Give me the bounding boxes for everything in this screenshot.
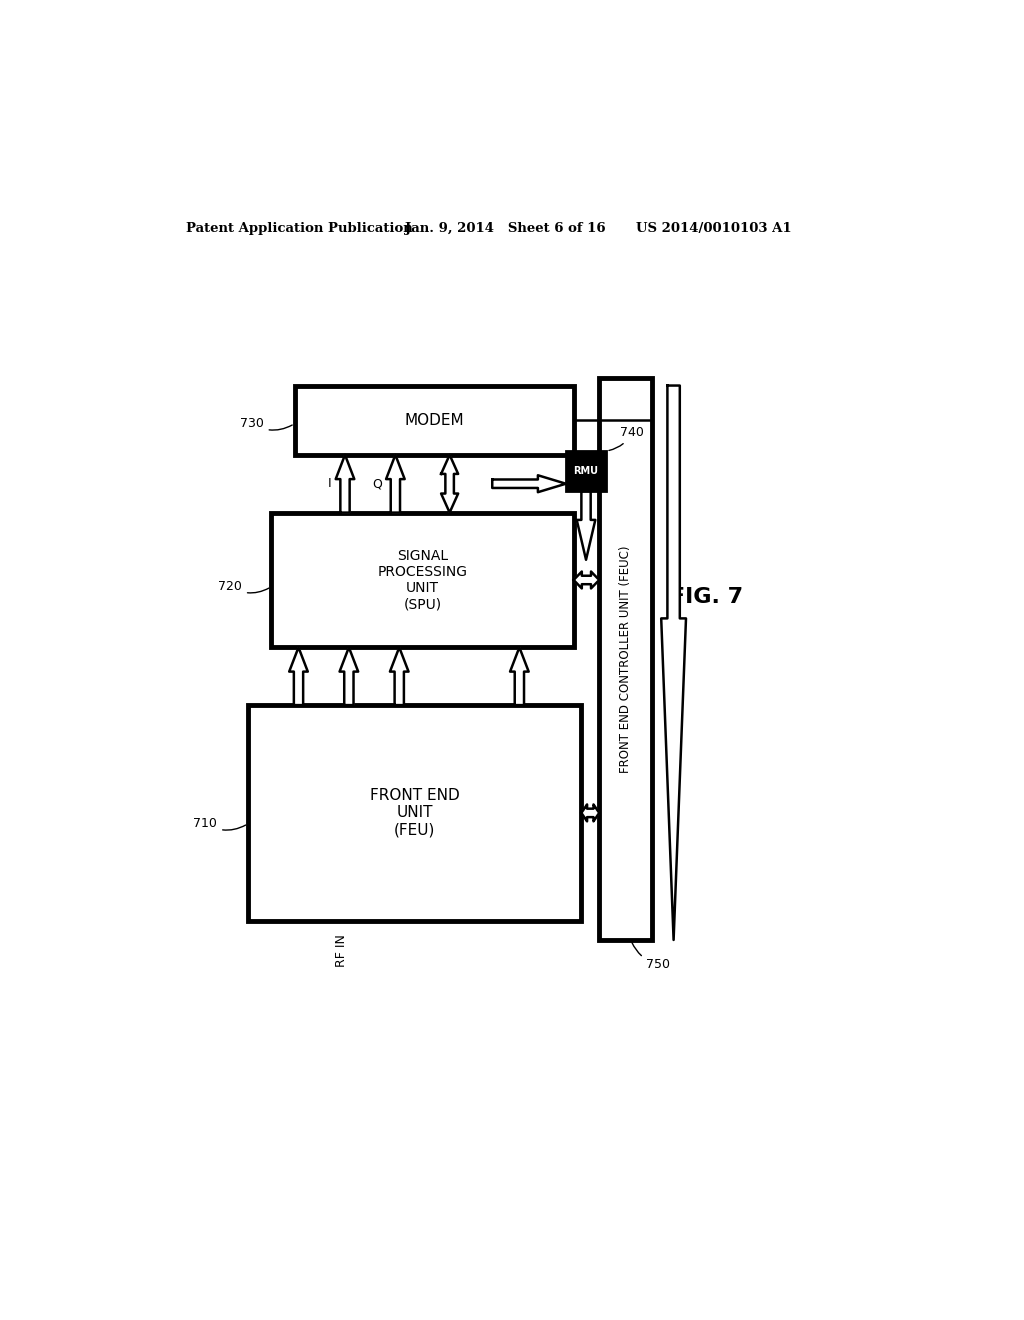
Text: FRONT END CONTROLLER UNIT (FEUC): FRONT END CONTROLLER UNIT (FEUC) xyxy=(620,545,632,772)
Bar xyxy=(599,378,652,940)
Polygon shape xyxy=(336,455,354,512)
Polygon shape xyxy=(386,455,404,512)
Polygon shape xyxy=(441,455,458,512)
Polygon shape xyxy=(390,647,409,705)
Text: RF IN: RF IN xyxy=(335,935,348,968)
Bar xyxy=(566,451,606,491)
Text: Patent Application Publication: Patent Application Publication xyxy=(186,222,413,235)
Polygon shape xyxy=(577,491,595,560)
Polygon shape xyxy=(510,647,528,705)
Text: Jan. 9, 2014   Sheet 6 of 16: Jan. 9, 2014 Sheet 6 of 16 xyxy=(406,222,606,235)
Text: US 2014/0010103 A1: US 2014/0010103 A1 xyxy=(636,222,792,235)
Text: 730: 730 xyxy=(240,417,292,430)
Polygon shape xyxy=(289,647,308,705)
Text: 750: 750 xyxy=(632,942,671,972)
Polygon shape xyxy=(662,385,686,940)
Text: SIGNAL
PROCESSING
UNIT
(SPU): SIGNAL PROCESSING UNIT (SPU) xyxy=(378,549,468,611)
Polygon shape xyxy=(573,572,599,589)
Bar xyxy=(248,705,582,921)
Polygon shape xyxy=(340,647,358,705)
Text: Q: Q xyxy=(373,478,382,490)
Text: 720: 720 xyxy=(218,581,269,593)
Text: 710: 710 xyxy=(194,817,246,830)
Text: FRONT END
UNIT
(FEU): FRONT END UNIT (FEU) xyxy=(370,788,460,838)
Text: I: I xyxy=(329,478,332,490)
Text: RMU: RMU xyxy=(573,466,598,477)
Bar xyxy=(295,385,573,455)
Text: MODEM: MODEM xyxy=(404,413,464,428)
Bar xyxy=(271,512,573,647)
Polygon shape xyxy=(582,804,599,821)
Polygon shape xyxy=(493,475,566,492)
Text: 740: 740 xyxy=(609,426,644,450)
Text: FIG. 7: FIG. 7 xyxy=(671,587,743,607)
